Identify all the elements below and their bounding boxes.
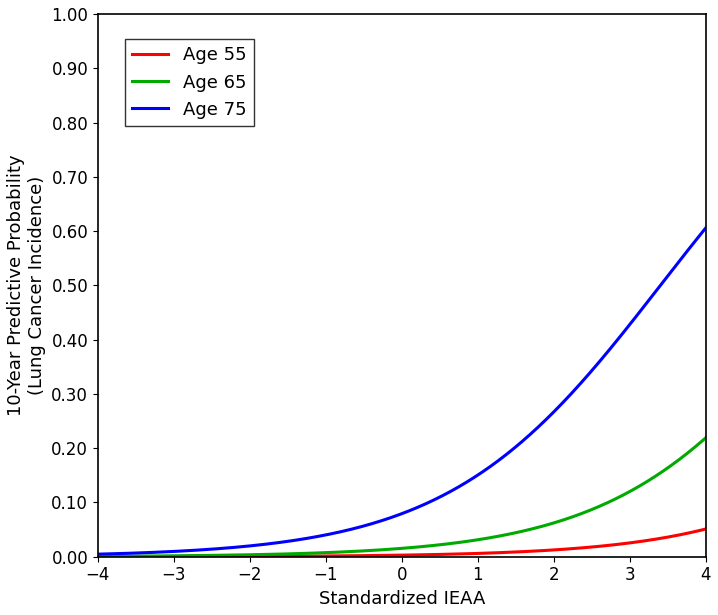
Age 65 [389, 546, 398, 553]
Age 55 [701, 525, 710, 533]
Age 75 [701, 224, 710, 232]
Age 55 [93, 553, 102, 560]
Age 75 [684, 247, 692, 254]
Age 65 [684, 449, 692, 456]
Y-axis label: 10-Year Predictive Probability
(Lung Cancer Incidence): 10-Year Predictive Probability (Lung Can… [7, 154, 46, 416]
Age 55 [572, 545, 581, 552]
Age 75 [373, 518, 382, 526]
Age 55 [684, 530, 692, 537]
Age 65 [125, 552, 134, 560]
Line: Age 75: Age 75 [98, 228, 706, 554]
Age 65 [373, 546, 382, 554]
Age 55 [389, 552, 398, 559]
Age 75 [93, 550, 102, 558]
Age 65 [684, 449, 692, 456]
Age 65 [93, 553, 102, 560]
Legend: Age 55, Age 65, Age 75: Age 55, Age 65, Age 75 [125, 39, 253, 125]
Age 75 [125, 550, 134, 557]
Age 75 [389, 513, 398, 520]
X-axis label: Standardized IEAA: Standardized IEAA [319, 590, 485, 608]
Line: Age 55: Age 55 [98, 529, 706, 557]
Age 75 [684, 246, 692, 253]
Age 55 [684, 530, 692, 537]
Age 55 [125, 553, 134, 560]
Age 65 [701, 434, 710, 442]
Line: Age 65: Age 65 [98, 438, 706, 557]
Age 75 [572, 384, 581, 392]
Age 65 [572, 512, 581, 519]
Age 55 [373, 552, 382, 559]
